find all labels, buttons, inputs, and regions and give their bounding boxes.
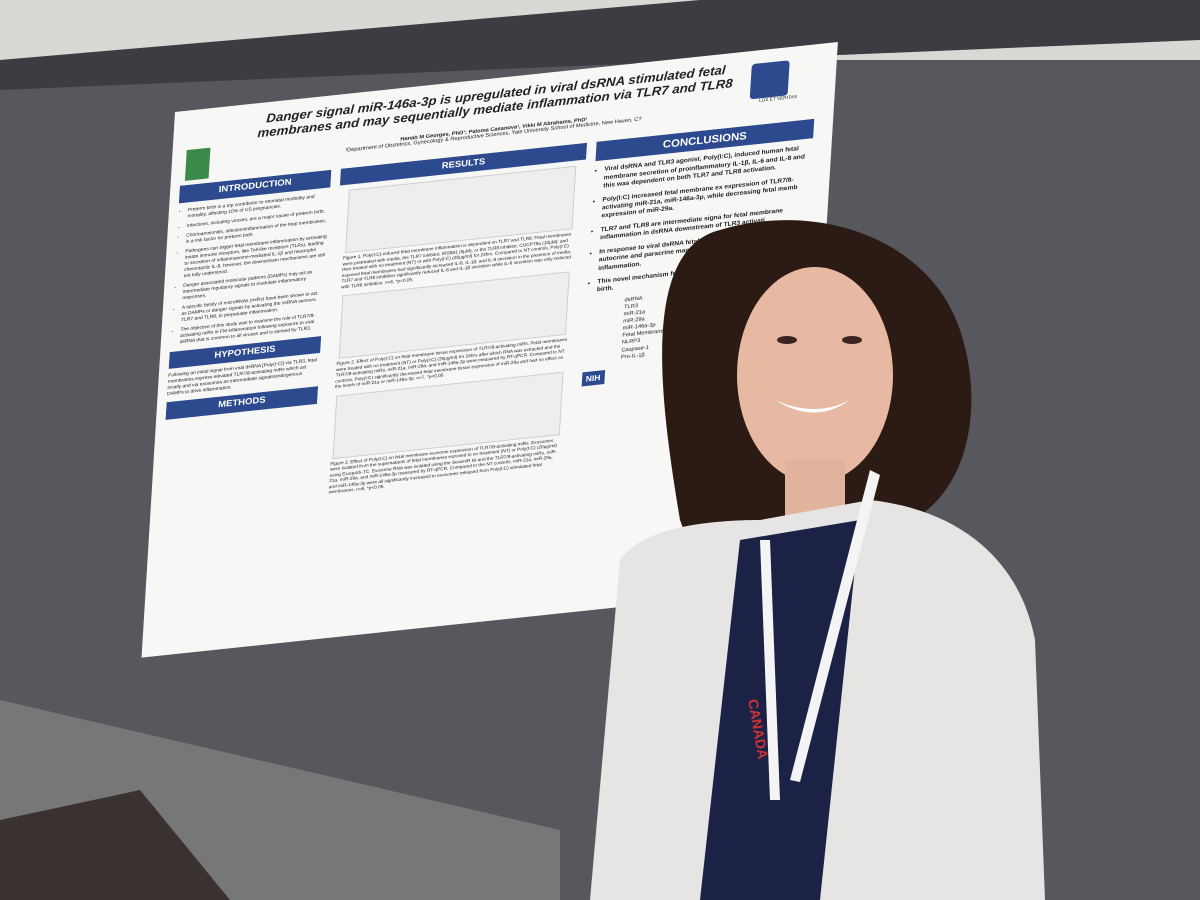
eye [777, 336, 797, 344]
crest [749, 60, 790, 100]
smile [775, 400, 850, 413]
crest-left [184, 147, 211, 181]
board-frame [0, 0, 1200, 90]
face [737, 267, 893, 483]
results-column: RESULTS Figure 1. Poly(I:C)-induced feta… [321, 142, 588, 497]
left-column: INTRODUCTION Preterm birth is a top cont… [165, 169, 332, 420]
nih-logo: NIH [581, 369, 605, 387]
eye [842, 336, 862, 344]
lanyard [760, 470, 880, 800]
coat [0, 790, 230, 900]
figures: Figure 1. Poly(I:C)-induced fetal membra… [321, 165, 586, 497]
poster: Danger signal miR-146a-3p is upregulated… [142, 42, 838, 658]
intro-list: Preterm birth is a top contributor to ne… [170, 192, 330, 346]
poster-sheet [141, 41, 838, 658]
person: CANADA [590, 220, 1045, 900]
blouse [700, 520, 860, 900]
